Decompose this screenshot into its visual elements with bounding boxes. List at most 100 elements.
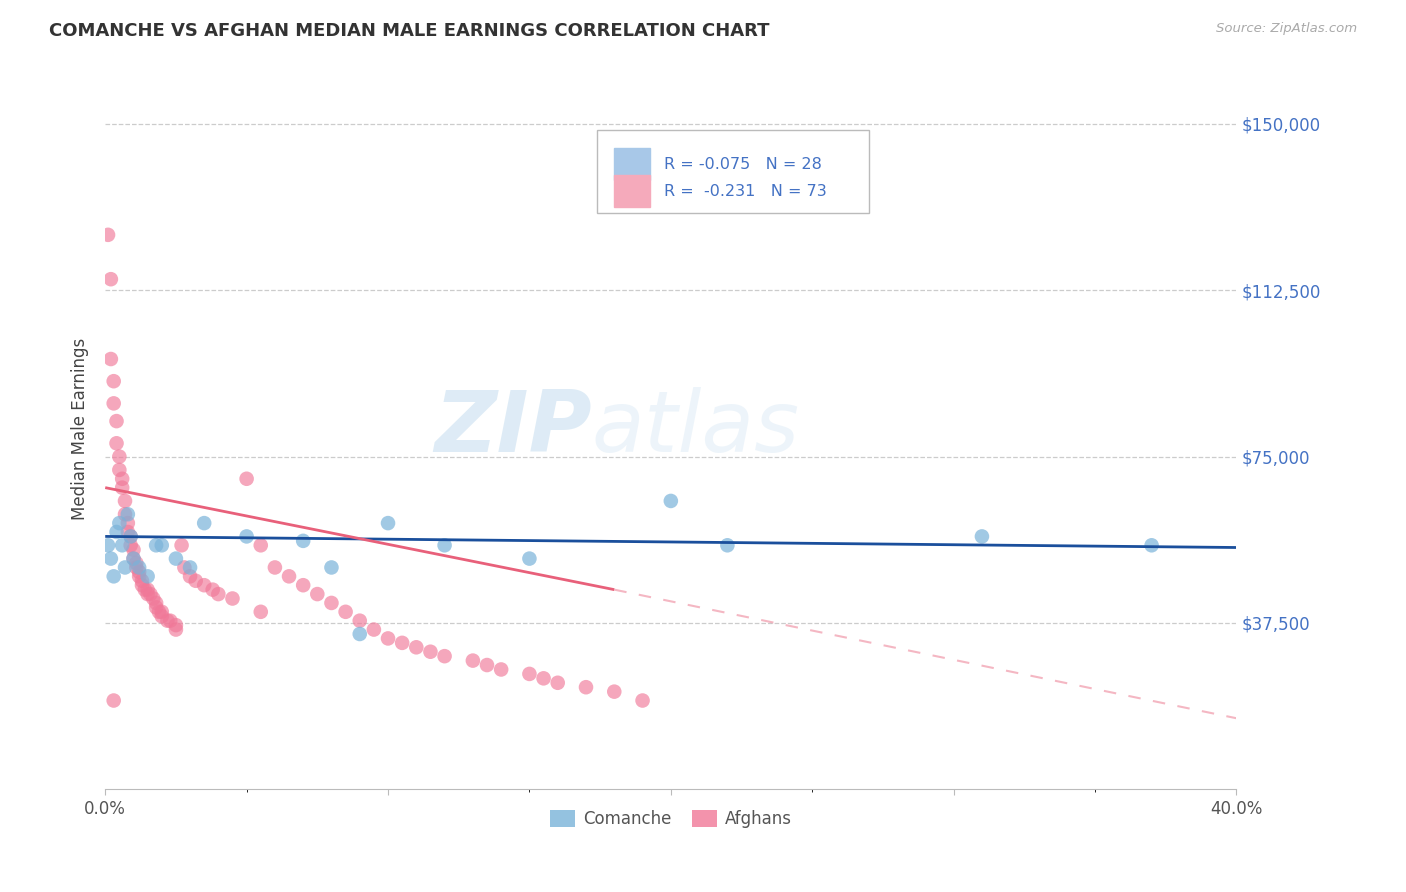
Point <box>111 481 134 495</box>
Point <box>156 614 179 628</box>
Point <box>519 551 541 566</box>
Point <box>349 627 371 641</box>
Point <box>475 658 498 673</box>
Point <box>97 538 120 552</box>
Point <box>100 351 122 366</box>
Point <box>349 614 371 628</box>
Point <box>139 587 162 601</box>
Point <box>108 450 131 464</box>
Point <box>145 596 167 610</box>
Point <box>103 569 125 583</box>
Point <box>377 632 399 646</box>
Point <box>131 574 153 588</box>
Bar <box>614 175 651 207</box>
Point <box>201 582 224 597</box>
Point <box>136 587 159 601</box>
Point <box>122 551 145 566</box>
Point <box>533 671 555 685</box>
Point <box>128 565 150 579</box>
Point <box>136 569 159 583</box>
Point <box>575 680 598 694</box>
Point <box>100 272 122 286</box>
Point <box>111 538 134 552</box>
Point <box>145 538 167 552</box>
Point <box>235 472 257 486</box>
Text: Source: ZipAtlas.com: Source: ZipAtlas.com <box>1216 22 1357 36</box>
Point <box>108 516 131 530</box>
Point <box>377 516 399 530</box>
Point <box>105 414 128 428</box>
Point <box>307 587 329 601</box>
Point <box>321 560 343 574</box>
Point <box>433 649 456 664</box>
Point <box>970 529 993 543</box>
Point <box>159 614 181 628</box>
Point <box>173 560 195 574</box>
Point <box>193 578 215 592</box>
Point <box>100 551 122 566</box>
Point <box>391 636 413 650</box>
Text: R =  -0.231   N = 73: R = -0.231 N = 73 <box>664 184 827 199</box>
Point <box>165 623 187 637</box>
Point <box>108 463 131 477</box>
Point <box>165 618 187 632</box>
Point <box>131 578 153 592</box>
Point <box>148 605 170 619</box>
Point <box>170 538 193 552</box>
Point <box>489 663 512 677</box>
Point <box>114 560 136 574</box>
Point <box>235 529 257 543</box>
Point <box>603 684 626 698</box>
Point <box>405 640 427 655</box>
Point <box>122 551 145 566</box>
Legend: Comanche, Afghans: Comanche, Afghans <box>543 804 799 835</box>
Point <box>519 667 541 681</box>
Point <box>120 538 142 552</box>
Point <box>120 529 142 543</box>
Point <box>128 569 150 583</box>
Point <box>128 560 150 574</box>
Point <box>278 569 301 583</box>
Point <box>114 494 136 508</box>
Point <box>1140 538 1163 552</box>
Bar <box>614 148 651 180</box>
Point <box>150 609 173 624</box>
Text: ZIP: ZIP <box>434 387 592 470</box>
Point <box>184 574 207 588</box>
Point <box>631 693 654 707</box>
Point <box>249 538 271 552</box>
Point <box>193 516 215 530</box>
Point <box>111 472 134 486</box>
Point <box>292 578 315 592</box>
FancyBboxPatch shape <box>598 129 869 212</box>
Point <box>134 582 156 597</box>
Point <box>249 605 271 619</box>
Point <box>103 374 125 388</box>
Point <box>419 645 441 659</box>
Point <box>179 569 201 583</box>
Point <box>142 591 165 606</box>
Y-axis label: Median Male Earnings: Median Male Earnings <box>72 338 89 520</box>
Text: atlas: atlas <box>592 387 800 470</box>
Point <box>114 508 136 522</box>
Point <box>145 600 167 615</box>
Point <box>716 538 738 552</box>
Point <box>125 556 148 570</box>
Point <box>150 538 173 552</box>
Point <box>105 524 128 539</box>
Point <box>165 551 187 566</box>
Point <box>117 524 139 539</box>
Text: COMANCHE VS AFGHAN MEDIAN MALE EARNINGS CORRELATION CHART: COMANCHE VS AFGHAN MEDIAN MALE EARNINGS … <box>49 22 769 40</box>
Point <box>433 538 456 552</box>
Point <box>120 529 142 543</box>
Point <box>117 516 139 530</box>
Point <box>103 693 125 707</box>
Point <box>264 560 287 574</box>
Point <box>321 596 343 610</box>
Point <box>136 582 159 597</box>
Point <box>105 436 128 450</box>
Point <box>150 605 173 619</box>
Point <box>292 533 315 548</box>
Point <box>547 675 569 690</box>
Point <box>103 396 125 410</box>
